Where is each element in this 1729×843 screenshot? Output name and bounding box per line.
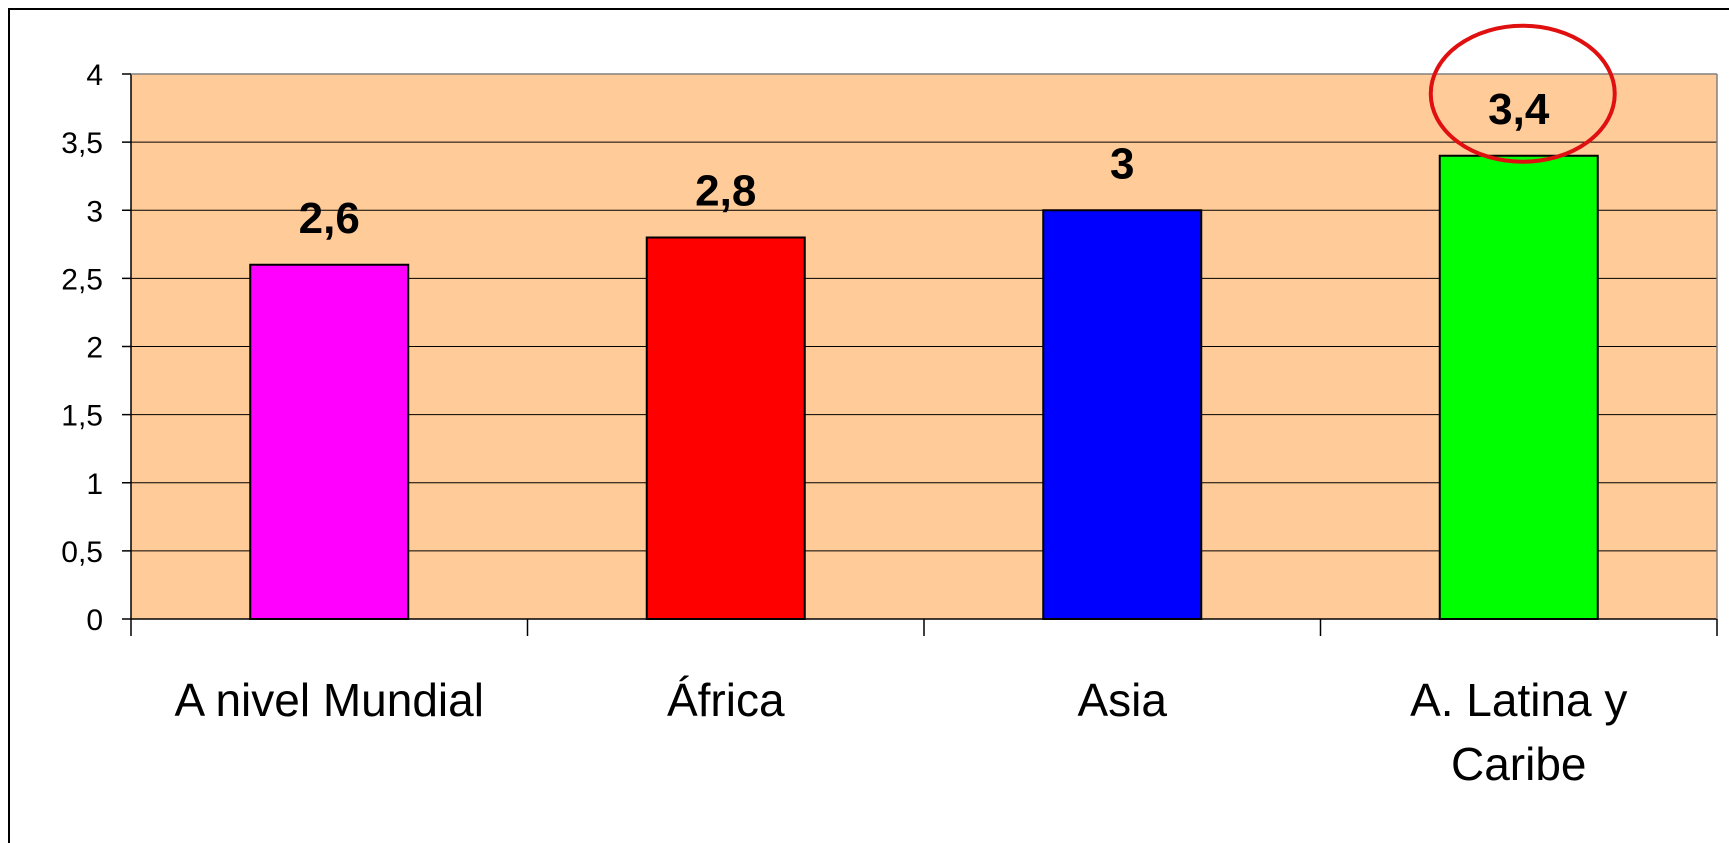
bar [1042,209,1203,620]
x-category-label: A. Latina y Caribe [1410,674,1627,790]
data-label: 3 [1110,139,1134,188]
y-tick-label: 2 [86,332,103,365]
y-tick-label: 1 [86,468,103,501]
x-category-label-line: A. Latina y [1410,674,1627,726]
x-category-label: Asia [1078,674,1168,726]
bar [249,263,410,620]
bar [1438,154,1599,620]
y-tick-label: 1,5 [61,400,103,433]
axes [130,73,1718,636]
x-axis-category-labels: A nivel Mundial África Asia A. Latina y Cari… [175,674,1628,790]
bar [645,236,806,620]
x-category-label: África [667,674,785,726]
y-tick-label: 4 [86,59,103,92]
y-tick-label: 3 [86,195,103,228]
y-tick-label: 0,5 [61,536,103,569]
x-category-label-line: África [667,674,785,726]
data-label: 2,8 [695,167,756,216]
y-tick-label: 0 [86,604,103,637]
x-category-label: A nivel Mundial [175,674,484,726]
y-axis-tick-labels: 0 0,5 1 1,5 2 2,5 3 3,5 4 [61,59,131,637]
y-tick-label: 2,5 [61,263,103,296]
y-tick-label: 3,5 [61,127,103,160]
highlight-circle [1428,23,1617,164]
data-label: 2,6 [299,194,360,243]
data-labels: 2,6 2,8 3 3,4 [299,85,1550,243]
bars [249,154,1599,620]
highlight-annotation [1428,23,1617,164]
x-category-label-line: A nivel Mundial [175,674,484,726]
data-label: 3,4 [1488,85,1550,134]
x-category-label-line: Asia [1078,674,1168,726]
x-category-label-line: Caribe [1451,738,1587,790]
